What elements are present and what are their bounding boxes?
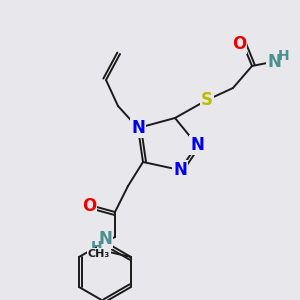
Text: N: N [173,161,187,179]
Text: H: H [91,240,103,254]
Text: N: N [267,53,281,71]
Text: O: O [232,35,246,53]
Text: N: N [190,136,204,154]
Text: N: N [98,230,112,248]
Text: S: S [201,91,213,109]
Text: H: H [278,49,290,63]
Text: CH₃: CH₃ [88,249,110,259]
Text: N: N [131,119,145,137]
Text: O: O [82,197,96,215]
